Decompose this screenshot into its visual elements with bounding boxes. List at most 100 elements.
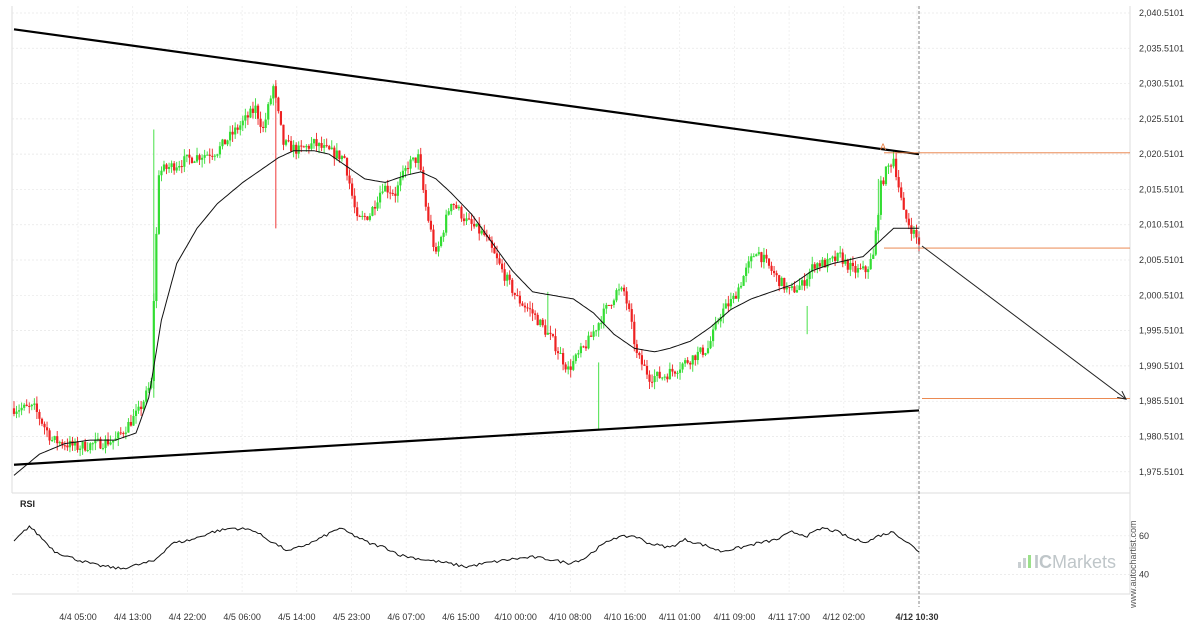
candle-up [371, 206, 374, 216]
candle-up [244, 115, 247, 121]
candle-down [307, 145, 310, 149]
candle-up [117, 432, 120, 439]
candle-down [211, 155, 214, 157]
candle-up [595, 330, 598, 332]
candle-up [447, 211, 450, 215]
candle-up [53, 436, 56, 440]
candle-up [861, 266, 865, 269]
candle-down [823, 259, 827, 268]
candle-up [378, 192, 382, 203]
candle-up [546, 332, 549, 335]
candle-up [706, 348, 710, 354]
candle-down [701, 347, 705, 355]
candle-up [856, 268, 860, 273]
candle-up [368, 215, 371, 220]
candle-down [462, 218, 466, 222]
candle-up [216, 154, 219, 156]
candle-up [33, 403, 36, 405]
candle-up [668, 368, 671, 380]
candle-up [241, 120, 244, 126]
candle-up [412, 157, 415, 160]
candle-up [831, 256, 834, 259]
rsi-axis: 60 40 [1139, 531, 1149, 580]
candle-down [531, 309, 534, 314]
x-tick-label: 4/6 15:00 [442, 612, 480, 622]
candle-down [793, 286, 796, 293]
candle-up [587, 335, 590, 349]
candle-up [292, 144, 295, 152]
candle-down [223, 139, 227, 145]
candle-up [335, 150, 338, 159]
candle-up [86, 450, 89, 452]
brand-markets: Markets [1052, 552, 1116, 572]
candle-up [836, 252, 839, 261]
candle-up [892, 158, 895, 167]
candle-down [478, 223, 481, 234]
candle-down [353, 195, 356, 208]
candle-down [694, 355, 697, 361]
candle-up [193, 161, 196, 163]
candle-up [89, 443, 92, 451]
candle-down [38, 411, 41, 419]
candle-down [106, 439, 110, 445]
candle-down [650, 381, 654, 383]
candle-down [63, 445, 66, 447]
candle-down [490, 240, 494, 248]
candle-down [498, 258, 501, 264]
candle-down [129, 421, 133, 426]
candle-down [282, 124, 285, 145]
candle-up [839, 252, 842, 254]
candle-up [101, 448, 105, 450]
candle-down [523, 305, 527, 308]
candle-down [391, 193, 394, 195]
candle-down [549, 332, 552, 335]
candle-down [803, 280, 806, 286]
candle-up [884, 166, 888, 185]
candle-down [734, 295, 738, 299]
candle-up [711, 329, 715, 342]
y-tick-label: 1,995.5101 [1139, 326, 1184, 336]
candle-up [323, 145, 326, 148]
candle-up [317, 143, 321, 147]
candle-down [389, 192, 392, 194]
candle-up [816, 263, 819, 269]
candle-down [551, 334, 555, 337]
candle-up [147, 387, 150, 391]
candle-down [760, 252, 763, 263]
candle-down [666, 376, 669, 380]
candle-down [300, 145, 303, 147]
candle-up [450, 203, 453, 212]
candle-up [145, 390, 148, 402]
candle-up [127, 421, 130, 433]
y-tick-label: 2,010.5101 [1139, 220, 1184, 230]
candle-up [732, 295, 735, 300]
y-tick-label: 2,035.5101 [1139, 43, 1184, 53]
trendlines [13, 28, 920, 466]
candle-down [460, 206, 463, 219]
candle-up [409, 159, 412, 169]
candle-down [363, 215, 366, 217]
candle-up [717, 321, 720, 323]
candle-up [23, 404, 26, 408]
rsi-line [13, 525, 920, 570]
candle-down [45, 427, 49, 431]
candle-up [828, 258, 832, 260]
candle-up [167, 167, 171, 169]
candle-up [442, 232, 445, 237]
candle-down [689, 362, 692, 365]
candle-down [727, 303, 730, 307]
candle-up [68, 440, 72, 448]
candle-up [104, 439, 107, 449]
candle-up [559, 353, 562, 355]
candle-up [124, 432, 127, 434]
candle-up [297, 145, 300, 154]
candle-up [340, 156, 344, 160]
candle-up [162, 164, 166, 171]
x-axis: 4/4 05:00 4/4 13:00 4/4 22:00 4/5 06:00 4/5 … [59, 612, 938, 622]
y-tick-label: 1,975.5101 [1139, 467, 1184, 477]
candle-up [808, 271, 811, 280]
candle-down [452, 203, 455, 206]
candle-up [401, 170, 405, 179]
candle-up [272, 86, 275, 99]
candle-up [790, 286, 793, 288]
